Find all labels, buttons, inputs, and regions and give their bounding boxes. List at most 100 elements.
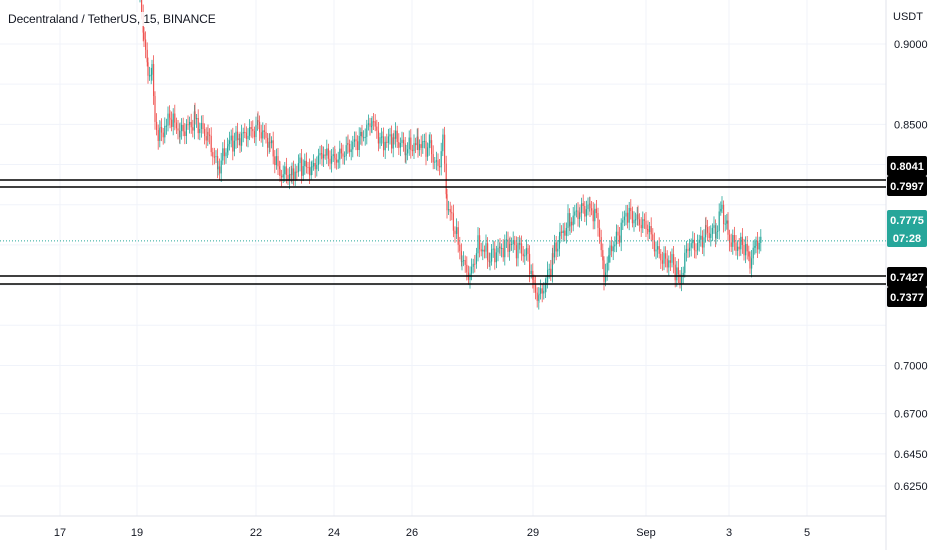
candle-body — [673, 254, 675, 265]
candle-body — [284, 166, 286, 175]
candle-body — [577, 210, 579, 220]
candle-body — [149, 75, 151, 77]
candle-body — [342, 153, 344, 157]
candle-body — [599, 227, 601, 238]
candle-body — [491, 249, 493, 262]
price-axis-tick: 0.8500 — [894, 119, 928, 131]
candle-body — [585, 209, 587, 217]
candle-body — [407, 149, 409, 154]
candle-body — [569, 221, 571, 227]
candle-body — [411, 149, 413, 152]
candle-body — [159, 128, 161, 141]
candle-body — [738, 246, 740, 250]
candle-body — [636, 214, 638, 220]
candle-body — [376, 126, 378, 131]
candle-body — [595, 208, 597, 214]
candle-body — [367, 123, 369, 125]
candle-body — [355, 139, 357, 142]
candle-body — [511, 244, 513, 246]
candle-body — [202, 123, 204, 130]
candle-body — [291, 168, 293, 176]
candle-body — [366, 124, 368, 137]
candle-body — [383, 136, 385, 151]
candle-body — [637, 214, 639, 220]
candle-body — [690, 243, 692, 248]
candle-body — [582, 203, 584, 206]
candle-body — [345, 145, 347, 156]
candle-body — [422, 141, 424, 148]
candle-body — [482, 249, 484, 252]
candle-body — [630, 207, 632, 212]
candle-body — [444, 134, 446, 164]
candle-body — [701, 235, 703, 248]
chart-title: Decentraland / TetherUS, 15, BINANCE — [6, 12, 218, 26]
candle-body — [679, 274, 681, 284]
candle-body — [529, 253, 531, 274]
candle-body — [437, 160, 439, 167]
candle-body — [141, 0, 143, 13]
candle-body — [501, 247, 503, 249]
candle-body — [252, 129, 254, 132]
candle-body — [445, 163, 447, 195]
candle-body — [612, 246, 614, 252]
candle-body — [512, 240, 514, 245]
candle-body — [245, 132, 247, 139]
candle-body — [620, 222, 622, 243]
level-badge — [887, 156, 927, 176]
price-axis-tick: 0.6700 — [894, 409, 928, 421]
candle-body — [242, 131, 244, 134]
candle-body — [564, 230, 566, 236]
level-badge-label: 0.7997 — [890, 181, 924, 193]
candle-body — [207, 131, 209, 135]
candle-body — [743, 245, 745, 256]
candle-body — [499, 246, 501, 249]
candle-body — [249, 127, 251, 136]
candle-body — [540, 288, 542, 294]
candle-body — [415, 143, 417, 146]
candle-body — [296, 171, 298, 173]
candle-body — [562, 230, 564, 233]
candle-body — [431, 140, 433, 155]
last-price-label: 0.7775 — [890, 215, 924, 227]
candle-body — [685, 248, 687, 253]
candle-body — [244, 131, 246, 133]
candle-body — [584, 205, 586, 217]
candle-body — [677, 267, 679, 275]
candle-body — [317, 155, 319, 166]
candle-body — [581, 203, 583, 213]
candle-body — [272, 140, 274, 157]
candle-body — [250, 127, 252, 130]
candle-body — [561, 231, 563, 233]
candle-body — [715, 231, 717, 239]
candle-body — [213, 156, 215, 158]
candle-body — [733, 234, 735, 243]
candle-body — [268, 141, 270, 148]
candle-body — [171, 119, 173, 127]
candle-body — [605, 272, 607, 282]
candle-body — [174, 113, 176, 123]
candle-body — [475, 253, 477, 264]
level-badge — [887, 267, 927, 287]
candle-body — [684, 252, 686, 273]
candle-body — [181, 124, 183, 131]
candle-body — [197, 118, 199, 134]
candle-body — [232, 135, 234, 152]
candle-body — [253, 131, 255, 138]
candle-body — [233, 140, 235, 152]
candle-body — [428, 143, 430, 148]
candle-body — [352, 141, 354, 150]
time-axis-tick: Sep — [636, 527, 656, 539]
candle-body — [363, 137, 365, 139]
candle-body — [230, 135, 232, 141]
candle-body — [519, 243, 521, 245]
candle-body — [735, 242, 737, 251]
candle-body — [235, 131, 237, 141]
candle-body — [404, 143, 406, 156]
candle-body — [575, 210, 577, 212]
candle-body — [471, 266, 473, 274]
candle-body — [194, 111, 196, 120]
candle-body — [217, 166, 219, 170]
candle-body — [386, 141, 388, 143]
candle-body — [525, 248, 527, 256]
